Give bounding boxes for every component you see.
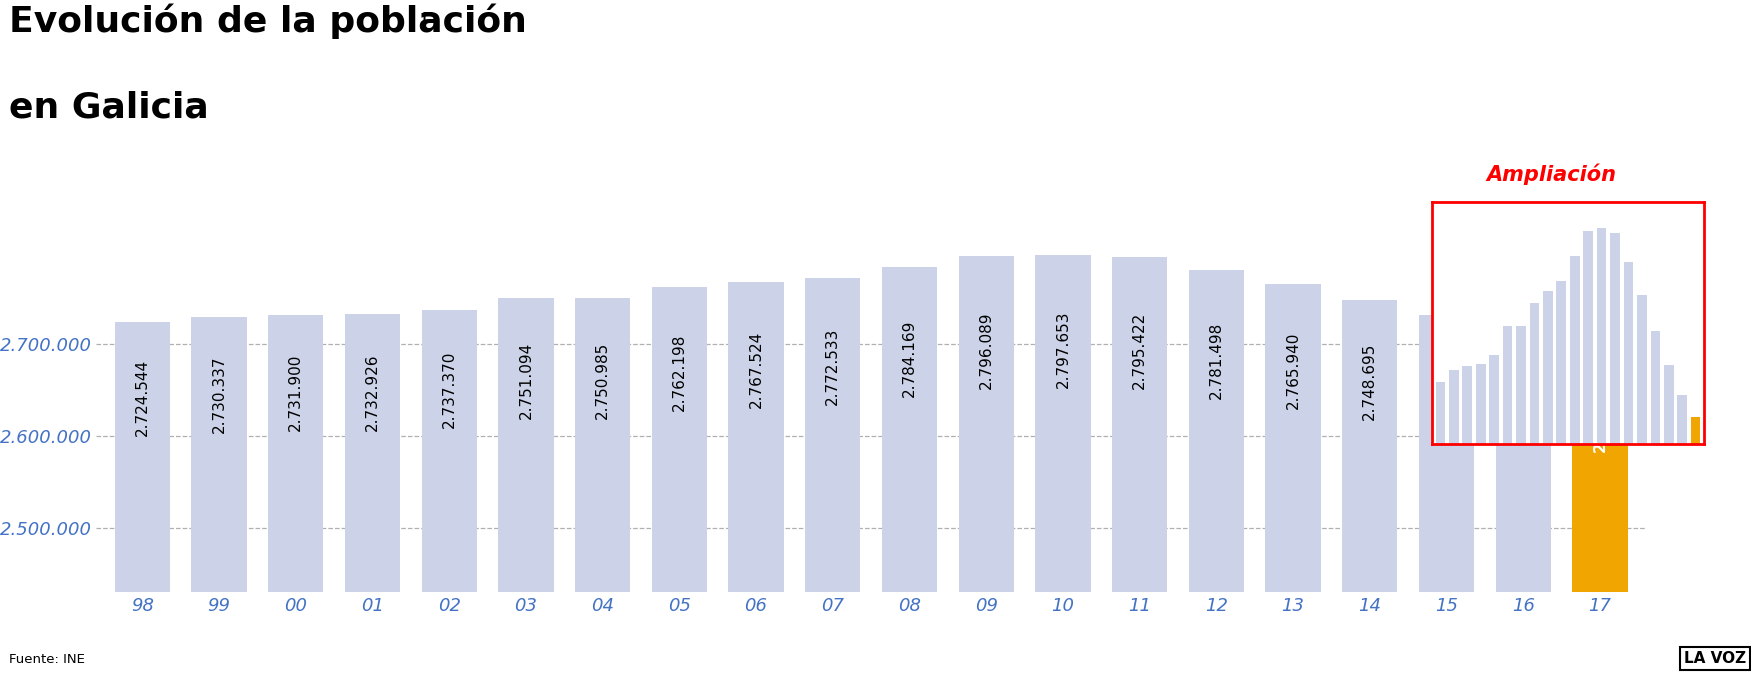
Bar (805, 278, 860, 673)
Bar (1530, 303, 1539, 673)
Text: 2.732.926: 2.732.926 (364, 353, 380, 431)
Text: 2.796.089: 2.796.089 (979, 312, 995, 389)
Text: 2.707.700: 2.707.700 (1592, 366, 1607, 452)
Bar (268, 315, 324, 673)
Text: Ampliación: Ampliación (1487, 164, 1616, 185)
Text: Fuente: INE: Fuente: INE (9, 653, 84, 666)
Bar (574, 297, 630, 673)
Bar (422, 310, 476, 673)
Bar (1450, 369, 1459, 673)
Text: 2.750.985: 2.750.985 (595, 341, 609, 419)
Bar (1597, 228, 1606, 673)
Bar (1651, 331, 1660, 673)
Bar (958, 256, 1014, 673)
Bar (1583, 232, 1593, 673)
Text: 2.737.370: 2.737.370 (441, 351, 457, 428)
Bar (1557, 281, 1565, 673)
Bar (1571, 256, 1579, 673)
Bar (1677, 394, 1686, 673)
Bar (1462, 366, 1473, 673)
Bar (1663, 365, 1674, 673)
Text: 2.731.900: 2.731.900 (289, 354, 303, 431)
Bar (1623, 262, 1634, 673)
Bar (1611, 233, 1620, 673)
Text: 2.718.525: 2.718.525 (1516, 363, 1530, 440)
Text: 2.765.940: 2.765.940 (1285, 332, 1301, 409)
Text: 2.772.533: 2.772.533 (825, 327, 840, 404)
Text: 2.784.169: 2.784.169 (902, 320, 918, 397)
Bar (1266, 284, 1320, 673)
Bar (1572, 337, 1627, 673)
Text: 2.797.653: 2.797.653 (1056, 310, 1070, 388)
Text: LA VOZ: LA VOZ (1684, 651, 1746, 666)
Bar (1490, 355, 1499, 673)
Bar (1495, 328, 1551, 673)
Text: Evolución de la población: Evolución de la población (9, 3, 527, 39)
Text: 2.730.337: 2.730.337 (212, 355, 226, 433)
Bar (1543, 291, 1553, 673)
Text: en Galicia: en Galicia (9, 91, 208, 125)
Text: 2.724.544: 2.724.544 (135, 359, 151, 436)
Text: 2.795.422: 2.795.422 (1133, 312, 1147, 390)
Text: 2.781.498: 2.781.498 (1208, 322, 1224, 398)
Bar (1418, 315, 1474, 673)
Bar (1035, 255, 1091, 673)
Text: 2.748.695: 2.748.695 (1362, 343, 1378, 421)
Bar (1502, 326, 1513, 673)
Bar (345, 314, 399, 673)
Text: 2.751.094: 2.751.094 (518, 341, 534, 419)
Bar (883, 267, 937, 673)
Bar (1112, 257, 1168, 673)
Bar (1637, 295, 1646, 673)
Text: 2.732.347: 2.732.347 (1439, 354, 1453, 431)
Bar (499, 297, 553, 673)
Bar (1343, 299, 1397, 673)
Bar (116, 322, 170, 673)
Bar (1189, 270, 1243, 673)
Bar (728, 283, 784, 673)
Text: 2.762.198: 2.762.198 (672, 334, 686, 411)
Bar (1516, 326, 1525, 673)
Text: ┌: ┌ (417, 3, 432, 28)
Bar (191, 316, 247, 673)
Text: 2.767.524: 2.767.524 (748, 330, 763, 408)
Bar (1476, 364, 1485, 673)
Bar (1691, 417, 1700, 673)
Bar (1436, 382, 1445, 673)
Bar (651, 287, 707, 673)
